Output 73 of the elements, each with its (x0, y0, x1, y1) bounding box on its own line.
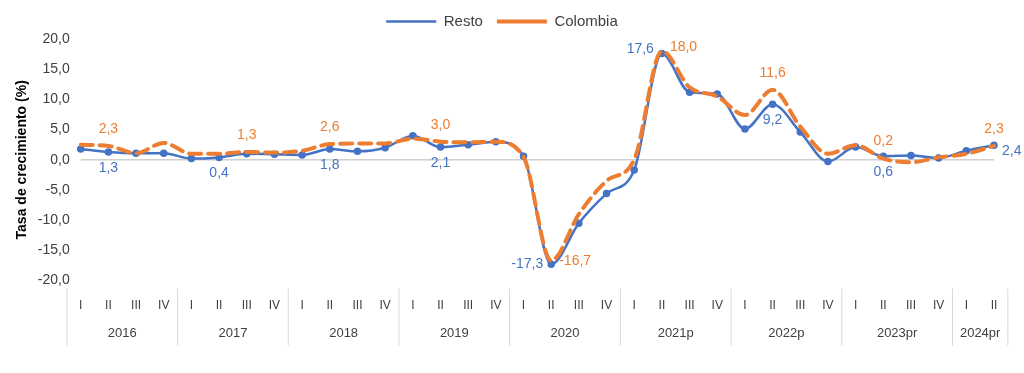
data-label: 0,4 (209, 164, 230, 181)
data-label: 0,2 (873, 132, 894, 149)
x-tick-label: II (879, 298, 887, 313)
text: 2017 (218, 325, 248, 341)
x-tick-label: IV (490, 298, 502, 313)
y-tick-label: 0,0 (50, 150, 70, 167)
y-tick-label: -15,0 (37, 241, 70, 258)
data-label: 2,6 (320, 117, 340, 134)
x-tick-label: I (521, 298, 526, 313)
x-tick-label: IV (932, 298, 945, 313)
legend-label: Colombia (554, 11, 619, 29)
text: 2021p (657, 325, 694, 341)
data-label: -16,7 (559, 251, 592, 268)
data-label: 2,3 (984, 119, 1004, 136)
data-label: 3,0 (430, 115, 451, 132)
x-tick-label: III (573, 298, 584, 313)
x-tick-label: III (352, 298, 363, 313)
x-tick-label: III (684, 298, 695, 313)
x-tick-label: II (658, 298, 666, 313)
data-label: 1,3 (237, 125, 257, 142)
x-tick-label: II (437, 298, 444, 313)
x-tick-label: II (326, 298, 334, 313)
data-label: 1,3 (98, 158, 119, 175)
x-tick-label: III (463, 298, 474, 313)
x-tick-label: I (411, 298, 415, 313)
x-tick-label: I (632, 298, 636, 313)
x-tick-label: I (743, 298, 747, 313)
y-tick-label: 20,0 (42, 29, 70, 46)
text: 2023pr (876, 325, 919, 341)
x-tick-label: IV (711, 298, 723, 313)
y-tick-label: -10,0 (37, 211, 70, 228)
x-tick-label: IV (158, 298, 170, 313)
text: 2016 (107, 325, 137, 341)
data-label: 17,6 (626, 40, 655, 57)
x-tick-label: II (769, 298, 776, 313)
data-label: 11,6 (759, 63, 786, 80)
x-tick-label: I (189, 298, 194, 313)
x-tick-label: I (300, 298, 304, 313)
y-tick-label: 5,0 (50, 120, 70, 137)
data-label: 9,2 (762, 111, 783, 128)
data-label: 2,4 (1002, 142, 1022, 159)
x-tick-label: II (990, 298, 998, 313)
y-tick-label: -20,0 (37, 271, 70, 288)
text: 2024pr (959, 325, 1002, 341)
text: 2022p (768, 325, 805, 341)
x-tick-label: I (964, 298, 968, 313)
x-tick-label: III (905, 298, 916, 313)
y-tick-label: -5,0 (45, 180, 70, 197)
x-tick-label: II (215, 298, 223, 313)
data-label: 2,3 (98, 119, 119, 136)
x-tick-label: II (547, 298, 555, 313)
data-label: -17,3 (511, 255, 544, 272)
data-label: 1,8 (320, 155, 340, 172)
x-tick-label: I (79, 298, 83, 313)
x-tick-label: II (105, 298, 112, 313)
text: 2018 (329, 325, 359, 341)
x-tick-label: III (131, 298, 142, 313)
data-label: 18,0 (669, 37, 698, 54)
data-label: 0,6 (873, 163, 894, 180)
text: 2019 (439, 325, 469, 341)
y-axis-title: Tasa de crecimiento (%) (13, 80, 30, 240)
x-tick-label: IV (822, 298, 834, 313)
x-tick-label: IV (268, 298, 281, 313)
x-tick-label: III (795, 298, 806, 313)
y-tick-label: 15,0 (42, 60, 70, 77)
data-label: 2,1 (430, 153, 451, 170)
x-tick-label: III (241, 298, 252, 313)
text: 2020 (550, 325, 580, 341)
y-tick-label: 10,0 (42, 90, 70, 107)
x-tick-label: IV (600, 298, 613, 313)
x-tick-label: IV (379, 298, 391, 313)
x-tick-label: I (853, 298, 858, 313)
legend-label: Resto (443, 11, 483, 29)
